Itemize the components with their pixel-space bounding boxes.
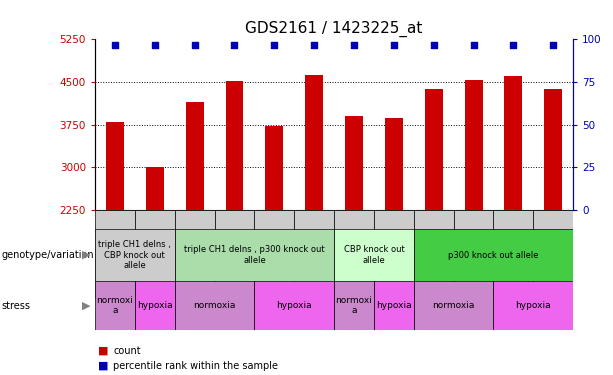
Bar [95,210,135,299]
Bar [186,102,204,210]
Bar [175,229,334,281]
Bar [175,281,254,330]
Text: triple CH1 delns ,
CBP knock out
allele: triple CH1 delns , CBP knock out allele [99,240,171,270]
Bar [135,210,175,299]
Text: GSM67329: GSM67329 [110,230,120,279]
Bar [374,210,414,299]
Bar [414,229,573,281]
Bar [135,281,175,330]
Bar [345,116,363,210]
Point [549,42,558,48]
Bar [425,89,443,210]
Bar [493,210,533,299]
Bar [385,118,403,210]
Point [349,42,359,48]
Text: GSM67337: GSM67337 [310,230,319,279]
Bar [95,229,175,281]
Bar [305,75,323,210]
Text: GSM67328: GSM67328 [349,230,359,279]
Bar [414,281,493,330]
Text: genotype/variation: genotype/variation [1,250,94,260]
Bar [334,210,374,299]
Text: GSM67335: GSM67335 [150,230,159,279]
Bar [374,281,414,330]
Point [230,42,240,48]
Text: stress: stress [1,301,30,310]
Bar [465,80,482,210]
Title: GDS2161 / 1423225_at: GDS2161 / 1423225_at [245,20,423,37]
Point [509,42,519,48]
Point [469,42,479,48]
Text: hypoxia: hypoxia [516,301,551,310]
Point [190,42,200,48]
Bar [265,126,283,210]
Text: GSM67333: GSM67333 [270,230,279,279]
Bar [334,281,374,330]
Bar [175,210,215,299]
Text: GSM67334: GSM67334 [389,230,398,279]
Text: GSM67332: GSM67332 [509,230,518,279]
Text: GSM67327: GSM67327 [190,230,199,279]
Bar [226,81,243,210]
Text: ■: ■ [98,361,109,370]
Point [110,42,120,48]
Text: ▶: ▶ [82,301,90,310]
Text: count: count [113,346,141,355]
Text: GSM67326: GSM67326 [429,230,438,279]
Bar [106,122,124,210]
Text: triple CH1 delns , p300 knock out
allele: triple CH1 delns , p300 knock out allele [184,245,325,265]
Bar [334,229,414,281]
Text: GSM67331: GSM67331 [230,230,239,279]
Text: normoxi
a: normoxi a [335,296,373,315]
Point [429,42,439,48]
Text: normoxia: normoxia [193,301,236,310]
Bar [414,210,454,299]
Bar [493,281,573,330]
Text: hypoxia: hypoxia [276,301,312,310]
Text: GSM67336: GSM67336 [549,230,558,279]
Bar [533,210,573,299]
Text: normoxia: normoxia [432,301,475,310]
Point [310,42,319,48]
Bar [146,167,164,210]
Text: p300 knock out allele: p300 knock out allele [448,251,539,260]
Bar [454,210,493,299]
Point [150,42,160,48]
Text: normoxi
a: normoxi a [96,296,134,315]
Text: hypoxia: hypoxia [376,301,412,310]
Text: CBP knock out
allele: CBP knock out allele [343,245,405,265]
Point [389,42,399,48]
Text: hypoxia: hypoxia [137,301,173,310]
Bar [95,281,135,330]
Bar [544,89,562,210]
Bar [254,210,294,299]
Text: GSM67330: GSM67330 [469,230,478,279]
Point [270,42,280,48]
Text: ■: ■ [98,346,109,355]
Text: ▶: ▶ [82,250,90,260]
Text: percentile rank within the sample: percentile rank within the sample [113,361,278,370]
Bar [215,210,254,299]
Bar [504,76,522,210]
Bar [294,210,334,299]
Bar [254,281,334,330]
